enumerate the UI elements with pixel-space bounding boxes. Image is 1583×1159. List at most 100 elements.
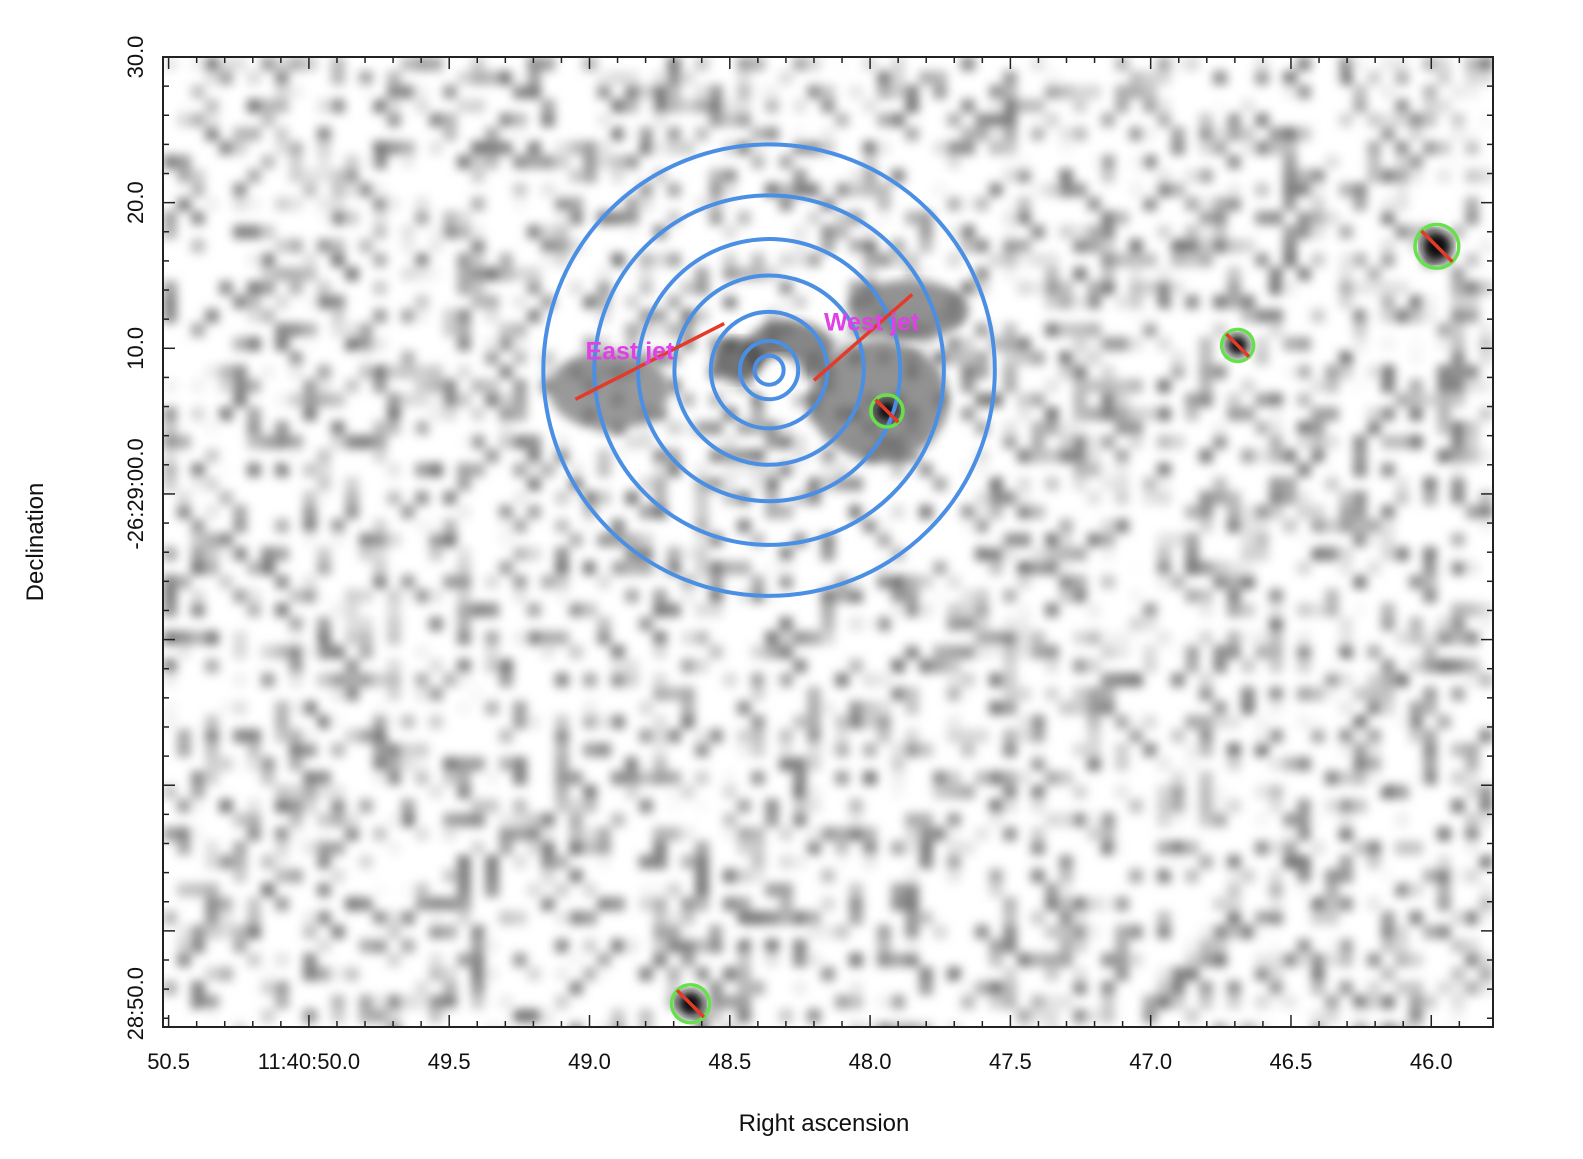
- image-pixel: [163, 379, 177, 393]
- image-pixel: [1395, 141, 1409, 155]
- image-pixel: [1269, 309, 1283, 323]
- image-pixel: [625, 197, 639, 211]
- image-pixel: [639, 561, 653, 575]
- image-pixel: [1479, 351, 1493, 365]
- image-pixel: [1129, 421, 1143, 435]
- image-pixel: [1045, 113, 1059, 127]
- image-pixel: [317, 813, 331, 827]
- image-pixel: [947, 155, 961, 169]
- image-pixel: [989, 813, 1003, 827]
- image-pixel: [191, 561, 205, 575]
- image-pixel: [1101, 463, 1115, 477]
- image-pixel: [1185, 953, 1199, 967]
- image-pixel: [723, 869, 737, 883]
- image-pixel: [275, 519, 289, 533]
- image-pixel: [1115, 785, 1129, 799]
- image-pixel: [541, 113, 555, 127]
- image-pixel: [947, 113, 961, 127]
- image-pixel: [443, 323, 457, 337]
- image-pixel: [569, 869, 583, 883]
- image-pixel: [1283, 183, 1297, 197]
- image-pixel: [1479, 323, 1493, 337]
- image-pixel: [1423, 309, 1437, 323]
- image-pixel: [373, 211, 387, 225]
- image-pixel: [1311, 897, 1325, 911]
- image-pixel: [513, 351, 527, 365]
- image-pixel: [709, 925, 723, 939]
- image-pixel: [1087, 1009, 1101, 1023]
- image-pixel: [1003, 799, 1017, 813]
- image-pixel: [849, 981, 863, 995]
- image-pixel: [233, 673, 247, 687]
- image-pixel: [1297, 211, 1311, 225]
- image-pixel: [975, 393, 989, 407]
- image-pixel: [877, 533, 891, 547]
- image-pixel: [1087, 463, 1101, 477]
- image-pixel: [555, 239, 569, 253]
- exclusion-slash: [675, 989, 706, 1019]
- image-pixel: [919, 743, 933, 757]
- image-pixel: [555, 197, 569, 211]
- image-pixel: [821, 547, 835, 561]
- image-pixel: [1451, 547, 1465, 561]
- image-pixel: [1451, 281, 1465, 295]
- image-pixel: [737, 1009, 751, 1023]
- image-pixel: [1283, 841, 1297, 855]
- image-pixel: [345, 953, 359, 967]
- image-pixel: [555, 729, 569, 743]
- image-pixel: [1255, 57, 1269, 71]
- y-tick-label: -26:29:00.0: [123, 438, 148, 549]
- image-pixel: [1465, 141, 1479, 155]
- image-pixel: [1381, 295, 1395, 309]
- image-pixel: [1409, 295, 1423, 309]
- image-pixel: [1003, 645, 1017, 659]
- image-pixel: [429, 533, 443, 547]
- image-pixel: [919, 855, 933, 869]
- image-pixel: [1171, 575, 1185, 589]
- image-pixel: [1325, 603, 1339, 617]
- image-pixel: [891, 757, 905, 771]
- image-pixel: [331, 421, 345, 435]
- image-pixel: [835, 183, 849, 197]
- image-pixel: [737, 743, 751, 757]
- image-pixel: [653, 883, 667, 897]
- image-pixel: [387, 393, 401, 407]
- image-pixel: [1087, 897, 1101, 911]
- image-pixel: [1213, 71, 1227, 85]
- image-pixel: [163, 57, 177, 71]
- image-pixel: [345, 589, 359, 603]
- image-pixel: [1283, 253, 1297, 267]
- image-pixel: [625, 225, 639, 239]
- image-pixel: [233, 225, 247, 239]
- image-pixel: [961, 225, 975, 239]
- image-pixel: [961, 407, 975, 421]
- image-pixel: [1297, 939, 1311, 953]
- image-pixel: [779, 575, 793, 589]
- image-pixel: [1115, 99, 1129, 113]
- image-pixel: [1339, 519, 1353, 533]
- image-pixel: [1017, 561, 1031, 575]
- image-pixel: [1143, 281, 1157, 295]
- image-pixel: [1059, 169, 1073, 183]
- image-pixel: [1409, 379, 1423, 393]
- image-pixel: [303, 701, 317, 715]
- excluded-sources-layer: [669, 222, 1461, 1025]
- image-pixel: [597, 855, 611, 869]
- image-pixel: [1073, 351, 1087, 365]
- image-pixel: [303, 463, 317, 477]
- image-pixel: [1423, 925, 1437, 939]
- image-pixel: [821, 743, 835, 757]
- image-pixel: [989, 771, 1003, 785]
- image-pixel: [443, 925, 457, 939]
- image-pixel: [1297, 267, 1311, 281]
- image-pixel: [1101, 995, 1115, 1009]
- image-pixel: [975, 505, 989, 519]
- image-pixel: [499, 729, 513, 743]
- image-pixel: [415, 267, 429, 281]
- image-pixel: [667, 253, 681, 267]
- image-pixel: [709, 211, 723, 225]
- x-tick-label: 48.0: [849, 1049, 892, 1074]
- image-pixel: [1185, 743, 1199, 757]
- image-pixel: [1031, 57, 1045, 71]
- image-pixel: [1185, 799, 1199, 813]
